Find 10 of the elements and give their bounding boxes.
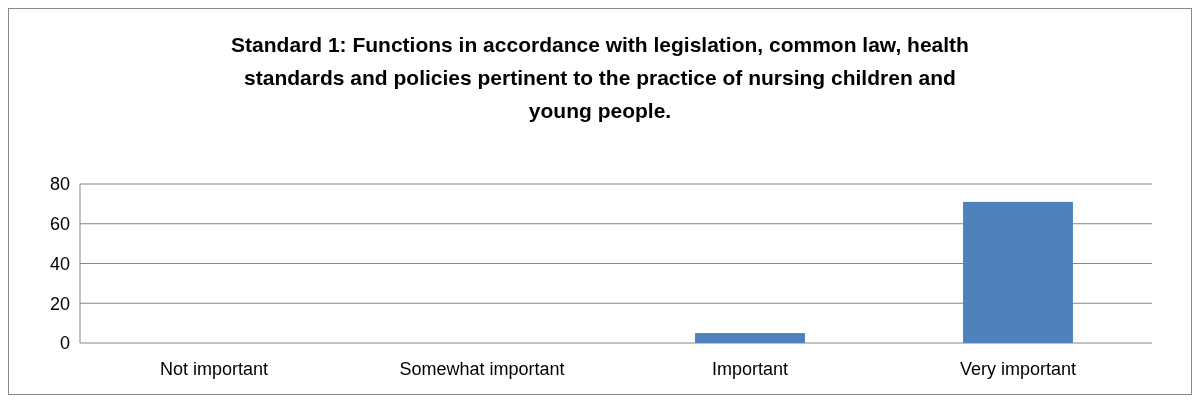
x-tick-label: Very important [959,359,1077,379]
y-tick-label: 40 [49,253,70,274]
x-tick-label: Somewhat important [399,359,565,379]
y-tick-label: 60 [49,214,70,235]
y-tick-label: 20 [49,293,70,314]
y-tick-label: 80 [49,174,70,195]
chart-title: Standard 1: Functions in accordance with legislation, common law, health standards and policies pertinent to the practice of nursing children and young people. [231,33,969,122]
y-tick-label: 0 [59,333,70,354]
x-tick-label: Not important [159,359,269,379]
x-tick-label: Important [711,359,789,379]
